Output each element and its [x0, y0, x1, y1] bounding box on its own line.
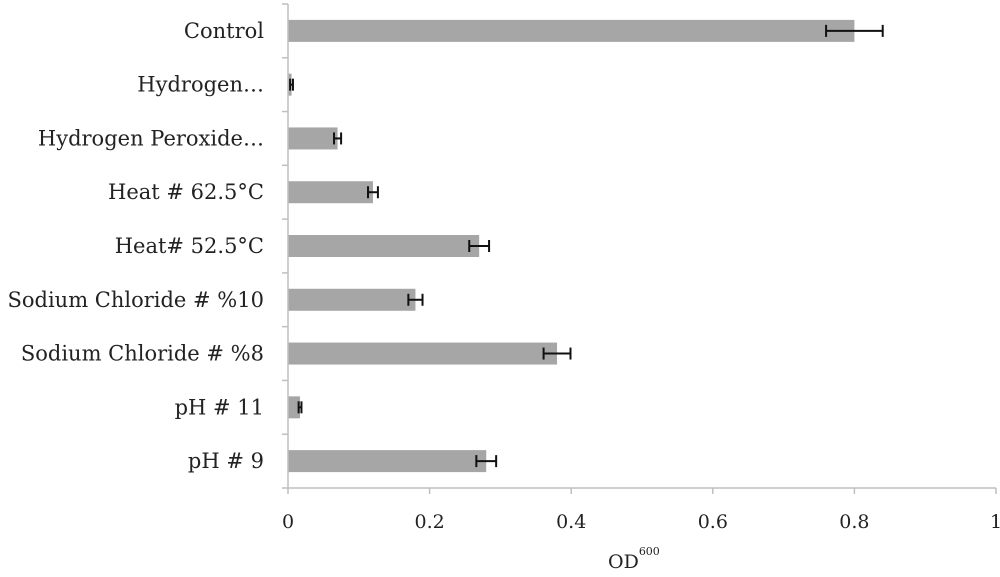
category-label: pH # 9: [188, 449, 264, 473]
error-bar: [333, 132, 343, 145]
category-label: Heat# 52.5°C: [115, 234, 264, 258]
bar: [288, 396, 301, 419]
x-tick-label: 0.2: [414, 511, 444, 533]
x-tick-label: 0: [282, 511, 294, 533]
error-bar: [475, 455, 498, 468]
category-label: Hydrogen…: [137, 73, 264, 97]
category-label: Heat # 62.5°C: [108, 180, 264, 204]
category-label: pH # 11: [175, 395, 264, 419]
bars: [288, 19, 855, 473]
category-labels: Control Hydrogen… Hydrogen Peroxide… Heat #…: [7, 19, 264, 473]
category-label: Sodium Chloride # %8: [21, 342, 264, 366]
axes: [282, 3, 997, 494]
error-bar: [297, 401, 303, 414]
bar: [288, 288, 416, 311]
error-bar: [825, 24, 884, 37]
error-bar: [289, 78, 294, 91]
error-bar: [407, 293, 424, 306]
x-tick-label: 1: [990, 511, 1000, 533]
error-bar: [542, 347, 572, 360]
x-axis-title-main: OD: [608, 551, 639, 573]
x-tick-label: 0.8: [839, 511, 869, 533]
x-tick-labels: 0 0.2 0.4 0.6 0.8 1: [282, 511, 1000, 533]
category-label: Hydrogen Peroxide…: [38, 126, 264, 150]
x-axis-title: OD600: [608, 545, 660, 573]
error-bar: [468, 240, 491, 252]
category-label: Sodium Chloride # %10: [7, 288, 264, 312]
bar: [288, 342, 558, 365]
bar: [288, 450, 487, 473]
x-tick-label: 0.6: [698, 511, 728, 533]
bar: [288, 181, 373, 204]
error-bar: [367, 186, 379, 199]
category-label: Control: [184, 19, 264, 43]
x-axis-title-superscript: 600: [639, 545, 660, 558]
bar: [288, 235, 480, 257]
bar: [288, 127, 338, 150]
bar: [288, 19, 855, 42]
error-bars: [289, 24, 884, 468]
x-tick-label: 0.4: [556, 511, 586, 533]
